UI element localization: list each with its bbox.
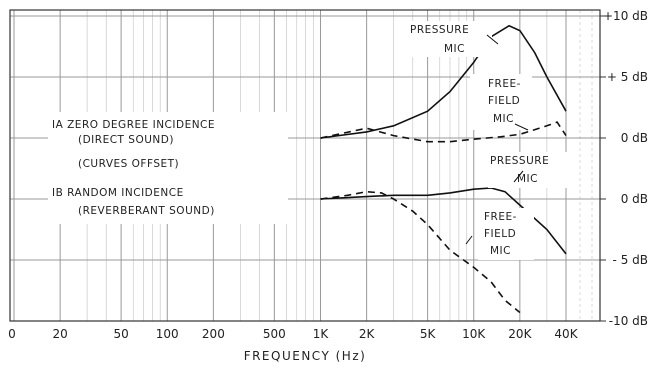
x-axis-ticks: 0 20 50 100 200 500 1K 2K 5K 10K 20K 40K [8, 327, 579, 341]
x-tick-label: 200 [202, 327, 225, 341]
ib-subtitle: (REVERBERANT SOUND) [78, 205, 215, 217]
annotation-labels: IA ZERO DEGREE INCIDENCE (DIRECT SOUND) … [48, 21, 572, 260]
leader-line [465, 235, 473, 245]
label-backdrop [408, 21, 492, 57]
y-tick-label: 0 dB [621, 131, 648, 145]
x-tick-label: 10K [462, 327, 486, 341]
x-tick-label: 40K [554, 327, 578, 341]
label-backdrop [470, 74, 532, 130]
x-tick-label: 20K [508, 327, 532, 341]
leader-line [514, 123, 529, 131]
freefield-mic-b-label3: MIC [490, 245, 511, 257]
y-tick-label: +10 dB [603, 9, 648, 23]
pressure-mic-b-label: PRESSURE [490, 155, 549, 167]
pressure-mic-a-label2: MIC [444, 43, 465, 55]
ib-title: IB RANDOM INCIDENCE [52, 187, 184, 199]
offset-note: (CURVES OFFSET) [78, 158, 179, 170]
y-tick-label: 0 dB [621, 192, 648, 206]
series-ia-dashed-line [320, 121, 567, 143]
freefield-mic-b-label: FREE- [484, 211, 517, 223]
y-tick-label: -10 dB [609, 314, 648, 328]
leader-line [513, 170, 524, 183]
pressure-mic-b-label2: MIC [517, 173, 538, 185]
ia-subtitle: (DIRECT SOUND) [78, 134, 174, 146]
y-tick-label: + 5 dB [607, 70, 648, 84]
label-backdrop [478, 208, 534, 260]
y-tick-label: - 5 dB [613, 253, 648, 267]
ia-title: IA ZERO DEGREE INCIDENCE [52, 119, 215, 131]
x-tick-label: 50 [113, 327, 128, 341]
x-tick-label: 100 [156, 327, 179, 341]
freefield-mic-a-label2: FIELD [488, 95, 520, 107]
pressure-mic-a-label: PRESSURE [410, 24, 469, 36]
plot-frame [9, 9, 601, 322]
x-tick-label: 20 [52, 327, 67, 341]
x-tick-label: 0 [8, 327, 16, 341]
freefield-mic-b-label2: FIELD [484, 228, 516, 240]
leader-line [486, 34, 499, 45]
label-backdrop [488, 152, 572, 188]
freefield-mic-a-label: FREE- [488, 78, 521, 90]
series-ib-dashed-line [320, 190, 521, 314]
y-axis-ticks: +10 dB + 5 dB 0 dB 0 dB - 5 dB -10 dB [600, 9, 648, 328]
legend-backdrop [48, 112, 288, 224]
x-tick-label: 1K [313, 327, 330, 341]
x-axis-title: FREQUENCY (Hz) [244, 349, 367, 363]
freefield-mic-a-label3: MIC [493, 113, 514, 125]
x-tick-label: 500 [263, 327, 286, 341]
x-tick-label: 2K [359, 327, 376, 341]
x-tick-label: 5K [420, 327, 437, 341]
